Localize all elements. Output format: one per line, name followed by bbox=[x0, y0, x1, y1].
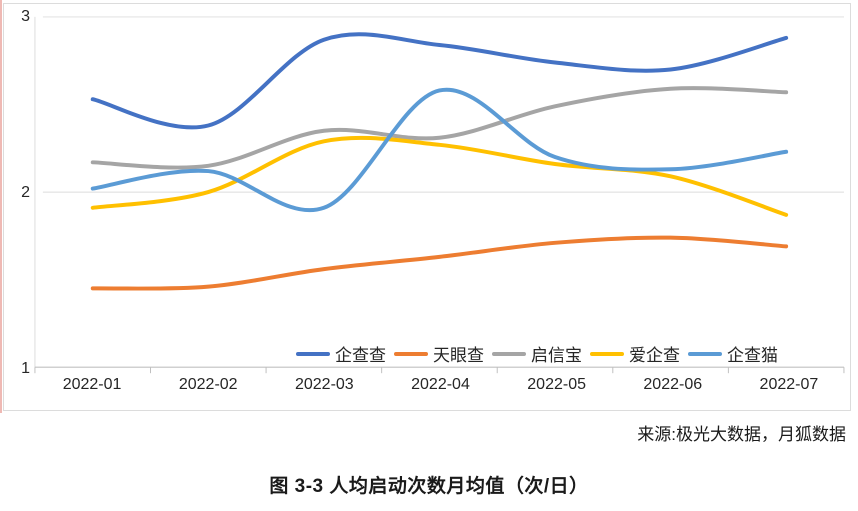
x-axis-labels: 2022-01 2022-02 2022-03 2022-04 2022-05 … bbox=[34, 376, 847, 394]
x-axis-tick-label: 2022-05 bbox=[527, 376, 586, 393]
source-note: 来源:极光大数据，月狐数据 bbox=[637, 425, 846, 444]
legend-item: 企查查 bbox=[296, 341, 386, 366]
legend-line-swatch bbox=[688, 351, 722, 356]
y-axis-tick-label: 1 bbox=[21, 360, 30, 377]
x-axis-tick-label: 2022-01 bbox=[62, 376, 122, 393]
legend-line-swatch bbox=[394, 351, 428, 356]
legend-item: 爱企查 bbox=[590, 341, 680, 366]
y-axis-tick-label: 2 bbox=[21, 184, 30, 201]
legend-line-swatch bbox=[296, 351, 330, 356]
x-axis-tick-label: 2022-04 bbox=[411, 376, 470, 393]
x-axis-tick-label: 2022-02 bbox=[178, 376, 238, 393]
legend-line-swatch bbox=[590, 351, 624, 356]
legend-label: 启信宝 bbox=[531, 346, 582, 365]
legend-label: 企查查 bbox=[335, 346, 386, 365]
chart-legend: 企查查 天眼查 启信宝 爱企查 企查猫 bbox=[296, 341, 778, 366]
figure-caption: 图 3-3 人均启动次数月均值（次/日） bbox=[269, 476, 589, 497]
legend-item: 企查猫 bbox=[688, 341, 778, 366]
legend-item: 启信宝 bbox=[492, 341, 582, 366]
x-axis-tick-label: 2022-06 bbox=[643, 376, 703, 393]
y-axis-tick-label: 3 bbox=[21, 8, 30, 25]
x-axis-tick-label: 2022-03 bbox=[294, 376, 354, 393]
legend-label: 天眼查 bbox=[433, 346, 484, 365]
legend-label: 爱企查 bbox=[629, 346, 680, 365]
x-axis-tick-label: 2022-07 bbox=[759, 376, 819, 393]
legend-line-swatch bbox=[492, 351, 526, 356]
legend-label: 企查猫 bbox=[727, 346, 778, 365]
line-chart-plot bbox=[34, 16, 845, 374]
legend-item: 天眼查 bbox=[394, 341, 484, 366]
red-annotation-edge bbox=[0, 0, 2, 413]
chart-card: 3 2 1 2022-01 2022-02 2022-03 2022-04 20… bbox=[3, 3, 851, 411]
